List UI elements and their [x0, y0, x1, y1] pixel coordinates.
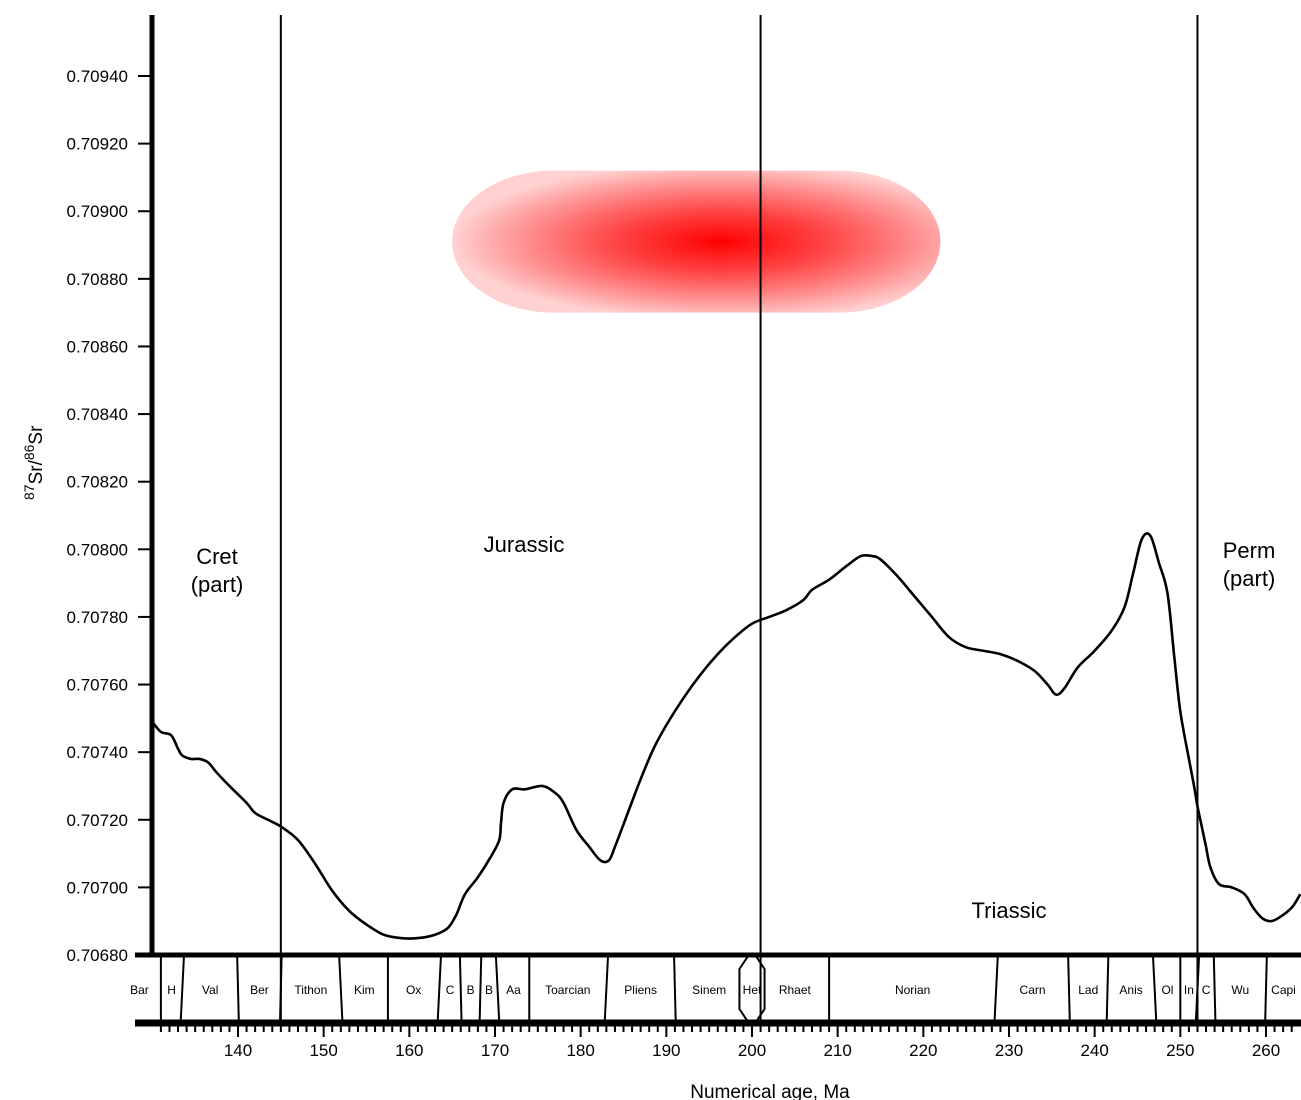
het-bracket-right	[755, 956, 766, 1022]
y-axis-title: 87Sr/86Sr	[21, 425, 47, 500]
x-tick-label: 150	[309, 1041, 337, 1060]
stage-divider	[338, 956, 344, 1022]
x-tick-label: 190	[652, 1041, 680, 1060]
y-tick-label: 0.70820	[67, 473, 128, 492]
stage-label: Bar	[130, 983, 149, 997]
x-axis-title: Numerical age, Ma	[690, 1082, 850, 1100]
stage-label: Toarcian	[545, 983, 590, 997]
stage-label: Carn	[1020, 983, 1046, 997]
stage-label: Aa	[506, 983, 521, 997]
stage-label: Pliens	[624, 983, 657, 997]
x-tick-label: 160	[395, 1041, 423, 1060]
period-label-cretaceous: Cret	[196, 544, 238, 569]
period-label-triassic: Triassic	[972, 898, 1047, 923]
x-tick-label: 210	[823, 1041, 851, 1060]
y-tick-label: 0.70740	[67, 743, 128, 762]
y-tick-label: 0.70800	[67, 540, 128, 559]
y-tick-label: 0.70680	[67, 946, 128, 965]
period-label-cretaceous: (part)	[191, 572, 244, 597]
stage-label: Val	[202, 983, 218, 997]
stage-label: B	[467, 983, 475, 997]
stage-label: H	[167, 983, 176, 997]
stage-label: C	[446, 983, 455, 997]
stage-divider	[1105, 956, 1110, 1022]
stage-label: Tithon	[294, 983, 327, 997]
sr-isotope-curve	[151, 532, 1301, 940]
x-tick-label: 260	[1252, 1041, 1280, 1060]
stage-divider	[603, 956, 609, 1022]
y-tick-label: 0.70860	[67, 337, 128, 356]
stage-divider	[1212, 956, 1217, 1022]
x-tick-label: 250	[1166, 1041, 1194, 1060]
stage-divider	[478, 956, 483, 1022]
het-bracket-left	[738, 956, 749, 1022]
stage-label: C	[1202, 983, 1211, 997]
stage-divider	[494, 956, 501, 1022]
stage-divider	[436, 956, 442, 1022]
y-tick-label: 0.70840	[67, 405, 128, 424]
y-tick-label: 0.70900	[67, 202, 128, 221]
x-tick-label: 180	[566, 1041, 594, 1060]
y-tick-label: 0.70880	[67, 270, 128, 289]
y-tick-label: 0.70920	[67, 135, 128, 154]
y-tick-label: 0.70760	[67, 676, 128, 695]
stage-divider	[1264, 956, 1268, 1022]
stage-divider	[179, 956, 185, 1022]
stage-divider	[458, 956, 463, 1022]
x-tick-label: 240	[1080, 1041, 1108, 1060]
stage-label: Capi	[1271, 983, 1296, 997]
period-label-permian: Perm	[1223, 538, 1276, 563]
stage-divider	[1194, 956, 1201, 1022]
stage-label: Wu	[1231, 983, 1249, 997]
x-tick-label: 140	[224, 1041, 252, 1060]
x-tick-label: 230	[995, 1041, 1023, 1060]
y-tick-label: 0.70720	[67, 811, 128, 830]
stage-divider	[673, 956, 677, 1022]
stage-label: Kim	[354, 983, 375, 997]
stage-divider	[279, 956, 283, 1022]
stage-divider	[236, 956, 240, 1022]
stage-label: Ber	[250, 983, 269, 997]
x-tick-label: 220	[909, 1041, 937, 1060]
stage-divider	[1067, 956, 1071, 1022]
stage-label: B	[485, 983, 493, 997]
stage-label: Ox	[406, 983, 421, 997]
stage-label: Anis	[1119, 983, 1142, 997]
stage-label: Rhaet	[779, 983, 812, 997]
period-label-permian: (part)	[1223, 566, 1276, 591]
period-label-jurassic: Jurassic	[484, 532, 565, 557]
y-tick-label: 0.70700	[67, 878, 128, 897]
stage-label: Ol	[1161, 983, 1173, 997]
x-tick-label: 200	[738, 1041, 766, 1060]
stage-divider	[1152, 956, 1158, 1022]
stage-label: Lad	[1078, 983, 1098, 997]
stage-label: Het	[743, 983, 762, 997]
stage-label: In	[1184, 983, 1194, 997]
stage-label: Norian	[895, 983, 930, 997]
stage-divider	[993, 956, 999, 1022]
stage-label: Sinem	[692, 983, 726, 997]
x-tick-label: 170	[481, 1041, 509, 1060]
y-tick-label: 0.70940	[67, 67, 128, 86]
y-tick-label: 0.70780	[67, 608, 128, 627]
highlight-band	[452, 170, 941, 313]
